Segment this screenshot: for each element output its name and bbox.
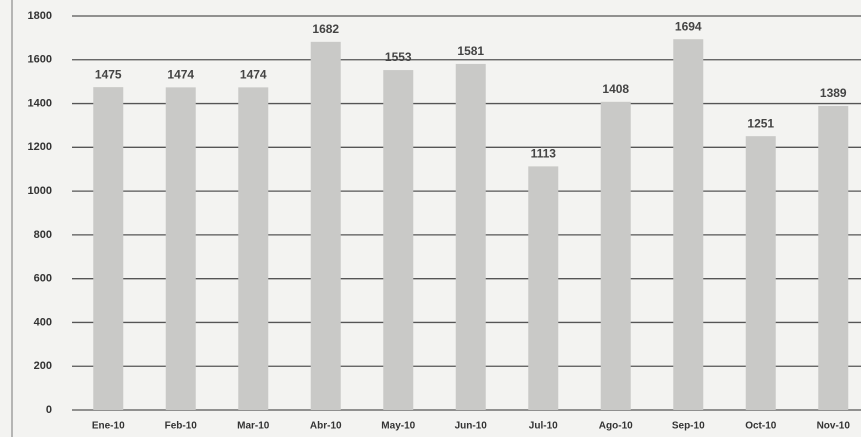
- y-tick-label: 600: [34, 273, 52, 285]
- x-tick-label: Oct-10: [745, 421, 777, 432]
- bar: [745, 136, 776, 411]
- x-tick-label: Ago-10: [599, 421, 633, 432]
- y-tick-label: 800: [34, 229, 52, 241]
- x-tick-label: May-10: [381, 421, 415, 432]
- bar: [165, 87, 196, 410]
- y-tick-label: 0: [46, 404, 52, 416]
- bar: [528, 166, 559, 410]
- bar: [818, 105, 849, 411]
- x-tick-label: Mar-10: [237, 421, 270, 432]
- x-tick-label: Feb-10: [165, 421, 198, 432]
- value-label: 1475: [95, 67, 122, 81]
- y-tick-label: 1000: [28, 185, 52, 197]
- bar: [93, 87, 124, 410]
- value-label: 1694: [675, 19, 702, 33]
- value-label: 1474: [167, 68, 194, 82]
- value-label: 1389: [820, 86, 847, 100]
- value-label: 1553: [385, 50, 412, 64]
- value-label: 1474: [240, 68, 267, 82]
- x-tick-label: Jul-10: [529, 421, 558, 432]
- y-tick-label: 400: [34, 316, 52, 328]
- y-tick-label: 200: [34, 360, 52, 372]
- y-tick-label: 1800: [28, 10, 52, 22]
- bar: [238, 87, 269, 410]
- value-label: 1682: [312, 22, 339, 36]
- y-tick-label: 1600: [28, 54, 52, 66]
- bar: [310, 41, 341, 410]
- y-tick-label: 1400: [28, 97, 52, 109]
- bar: [600, 101, 631, 410]
- value-label: 1251: [747, 116, 774, 130]
- y-tick-label: 1200: [28, 141, 52, 153]
- x-tick-label: Ene-10: [92, 421, 125, 432]
- value-label: 1113: [531, 147, 557, 161]
- x-tick-label: Abr-10: [310, 421, 342, 432]
- value-label: 1408: [602, 82, 629, 96]
- value-label: 1581: [457, 44, 484, 58]
- bar: [455, 63, 486, 410]
- bar: [673, 39, 704, 411]
- x-tick-label: Sep-10: [672, 421, 705, 432]
- bar: [383, 70, 414, 410]
- x-tick-label: Jun-10: [455, 421, 488, 432]
- x-tick-label: Nov-10: [817, 421, 851, 432]
